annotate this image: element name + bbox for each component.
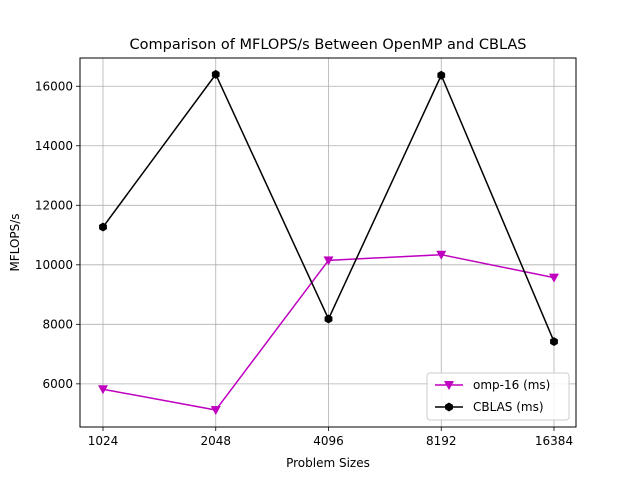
y-tick-label: 16000 xyxy=(35,79,73,93)
y-tick-label: 6000 xyxy=(42,377,73,391)
y-tick-label: 14000 xyxy=(35,139,73,153)
series-layer xyxy=(97,69,560,416)
grid xyxy=(80,58,576,427)
chart-title: Comparison of MFLOPS/s Between OpenMP an… xyxy=(130,37,527,53)
x-tick-label: 2048 xyxy=(200,434,231,448)
data-point xyxy=(323,256,334,266)
y-tick-label: 8000 xyxy=(42,317,73,331)
y-tick-label: 12000 xyxy=(35,198,73,212)
y-axis-label: MFLOPS/s xyxy=(8,213,22,271)
x-tick-label: 1024 xyxy=(88,434,119,448)
series-0 xyxy=(97,250,560,416)
data-point xyxy=(99,222,107,232)
data-point xyxy=(437,70,446,80)
legend-label: omp-16 (ms) xyxy=(473,378,550,392)
x-tick-label: 16384 xyxy=(535,434,573,448)
data-point xyxy=(548,273,560,283)
data-point xyxy=(210,406,221,416)
data-point xyxy=(324,314,333,324)
legend: omp-16 (ms) CBLAS (ms) xyxy=(426,372,570,421)
plot-frame xyxy=(79,57,577,428)
x-axis: 1024 2048 4096 8192 16384 xyxy=(88,427,573,448)
legend-label: CBLAS (ms) xyxy=(473,400,544,414)
data-point xyxy=(436,250,447,260)
legend-entry: omp-16 (ms) xyxy=(435,378,550,392)
legend-marker xyxy=(443,381,455,391)
legend-entry: CBLAS (ms) xyxy=(435,400,544,414)
x-axis-label: Problem Sizes xyxy=(286,456,370,470)
data-point xyxy=(211,69,220,79)
data-point xyxy=(550,337,558,347)
x-tick-label: 4096 xyxy=(313,434,344,448)
y-tick-label: 10000 xyxy=(35,258,73,272)
y-axis: 6000 8000 10000 12000 14000 16000 xyxy=(35,79,80,391)
x-tick-label: 8192 xyxy=(426,434,457,448)
series-1 xyxy=(99,69,558,347)
data-point xyxy=(97,385,109,395)
legend-marker xyxy=(445,402,453,412)
